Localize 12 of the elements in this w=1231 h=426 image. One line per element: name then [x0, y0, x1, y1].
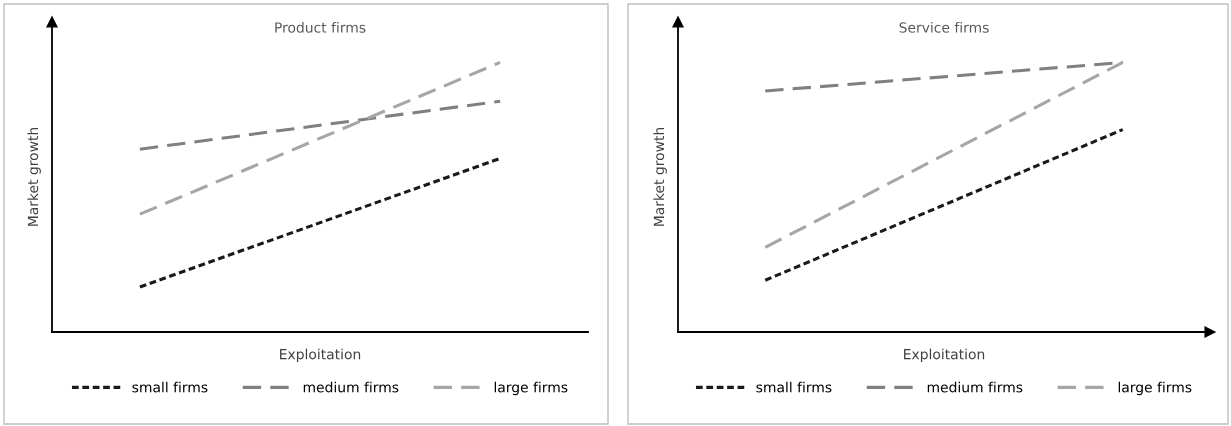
legend-label: medium firms	[303, 381, 399, 393]
chart-title: Service firms	[899, 22, 989, 33]
y-axis-title: Market growth	[653, 127, 667, 226]
chart-title: Product firms	[275, 22, 366, 33]
y-axis-title: Market growth	[27, 127, 41, 226]
legend-label: small firms	[132, 381, 208, 393]
legend-label: large firms	[494, 381, 568, 396]
x-axis-title: Exploitation	[904, 348, 985, 363]
legend-label: small firms	[756, 381, 832, 393]
legend-label: medium firms	[927, 381, 1023, 393]
x-axis-title: Exploitation	[280, 348, 361, 363]
legend-label: large firms	[1118, 381, 1192, 396]
